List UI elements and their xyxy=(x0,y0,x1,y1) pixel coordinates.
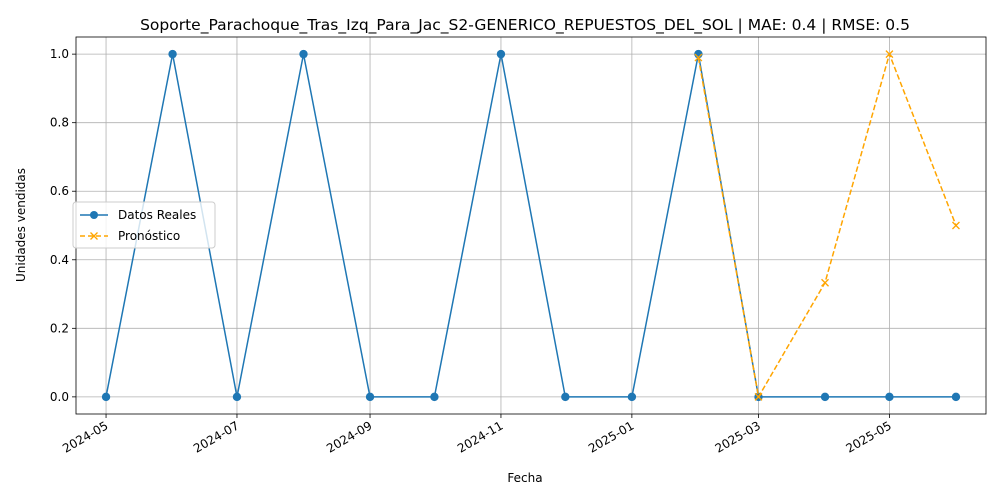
data-point xyxy=(885,392,894,402)
data-point xyxy=(430,392,439,402)
legend-box xyxy=(72,201,216,249)
y-tick-label: 0.4 xyxy=(50,253,69,267)
data-point xyxy=(101,392,111,402)
data-point xyxy=(821,278,829,287)
data-point xyxy=(232,392,242,402)
y-axis-label: Unidades vendidas xyxy=(14,168,28,282)
data-point xyxy=(627,392,637,402)
series-layer xyxy=(101,49,961,402)
data-point xyxy=(951,392,961,402)
legend-label-datos-reales: Datos Reales xyxy=(118,208,196,222)
legend: Datos Reales Pronóstico xyxy=(72,201,216,249)
x-axis-label: Fecha xyxy=(507,471,542,485)
data-point xyxy=(694,53,703,62)
series-pronostico xyxy=(694,50,960,401)
data-point xyxy=(496,49,506,59)
legend-label-pronostico: Pronóstico xyxy=(118,229,180,243)
y-tick-label: 0.6 xyxy=(50,184,69,198)
data-point xyxy=(754,392,763,401)
legend-marker-datos-reales xyxy=(90,211,98,219)
series-line-datos-reales xyxy=(105,53,956,398)
data-point xyxy=(820,392,830,402)
y-tick-label: 0.2 xyxy=(50,321,69,335)
y-tick-label: 1.0 xyxy=(50,47,69,61)
chart-title: Soporte_Parachoque_Tras_Izq_Para_Jac_S2-… xyxy=(140,16,910,35)
data-point xyxy=(365,392,375,402)
y-tick-label: 0.0 xyxy=(50,390,69,404)
plot-area xyxy=(75,36,987,415)
y-axis-ticks: 0.0 0.2 0.4 0.6 0.8 1.0 xyxy=(50,47,76,404)
data-point xyxy=(951,221,960,230)
legend-marker-pronostico xyxy=(90,232,98,240)
data-point xyxy=(168,49,177,59)
data-point xyxy=(561,392,570,402)
data-point xyxy=(299,49,308,59)
data-point xyxy=(885,50,894,59)
y-tick-label: 0.8 xyxy=(50,116,69,130)
